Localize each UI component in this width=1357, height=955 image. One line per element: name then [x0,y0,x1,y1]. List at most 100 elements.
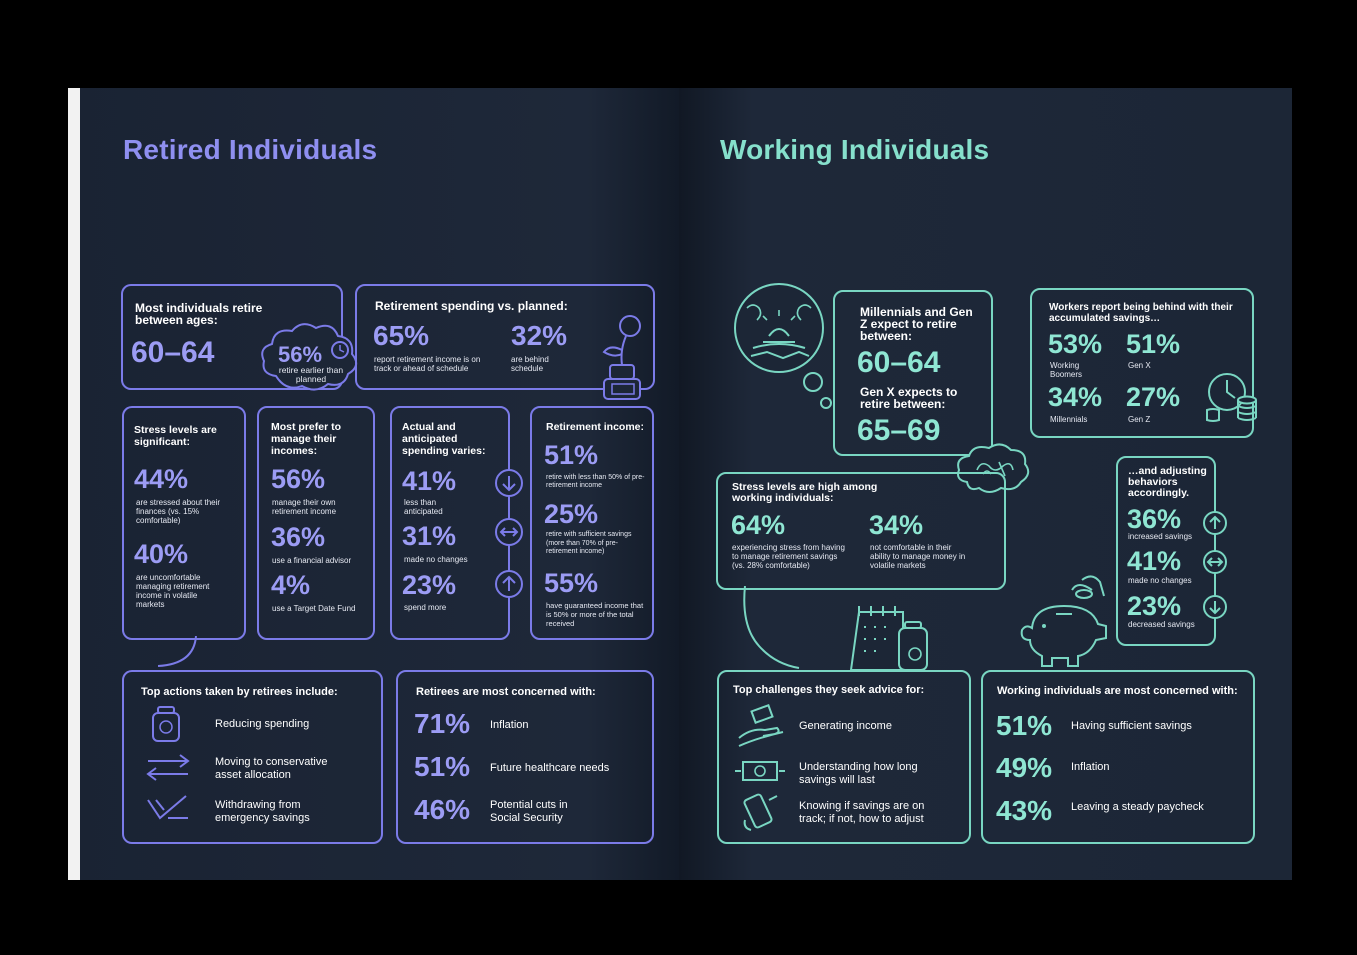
adjust-c-value: 23% [1127,591,1182,621]
income-a-label: retire with less than 50% of pre-retirem… [546,474,645,489]
actions-box [122,670,383,844]
challenge-item-2: Understanding how long savings will last [799,761,918,786]
cloud-bubble [261,323,358,391]
expect-heading-1: Millennials and Gen Z expect to retire b… [860,305,973,343]
concerns-heading: Retirees are most concerned with: [416,686,596,698]
behind-2-value: 51% [1126,329,1181,359]
concern-3-value: 46% [414,794,471,825]
actual-a-label: less than anticipated [404,498,443,516]
income-c-value: 55% [544,568,599,598]
spending-heading: Retirement spending vs. planned: [375,299,568,313]
stress-a-label-right: experiencing stress from having to manag… [732,543,845,570]
concern-right-3-value: 43% [996,795,1053,826]
bubble-tail [158,636,197,667]
concern-right-2-value: 49% [996,752,1053,783]
concern-2-label: Future healthcare needs [490,762,610,774]
clock-coins-icon [1206,373,1257,422]
arrow-both-icon [495,518,523,546]
income-c-label: have guaranteed income that is 50% or mo… [546,601,644,628]
stress-box [122,406,246,640]
behind-2-label: Gen X [1128,361,1151,370]
early-value: 56% [278,342,323,367]
adjust-b-value: 41% [1127,546,1182,576]
stress-a-label: are stressed about their finances (vs. 1… [136,498,221,525]
expect-value-2: 65–69 [857,414,941,447]
income-b-label: retire with sufficient savings (more tha… [546,531,632,555]
stress-a-value-right: 64% [731,510,786,540]
brain-cloud-icon [957,443,1030,493]
bubble-tail-right [743,586,800,669]
behind-1-label: Working Boomers [1050,361,1083,379]
income-heading: Retirement income: [546,421,645,433]
adjust-heading: …and adjusting behaviors accordingly. [1128,465,1207,499]
expect-box [833,290,993,456]
challenges-box [717,670,971,844]
manage-heading: Most prefer to manage their incomes: [271,421,342,457]
behind-box [1030,288,1254,438]
arrow-both-icon [1203,550,1227,574]
piggy-bank-icon [1020,575,1107,667]
concerns-box-right [981,670,1255,844]
income-box [530,406,654,640]
concern-1-label: Inflation [490,719,529,731]
manage-b-label: use a financial advisor [272,556,352,565]
actual-heading: Actual and anticipated spending varies: [402,421,486,457]
page-title-right: Working Individuals [720,134,990,165]
behind-3-label: Millennials [1050,415,1088,424]
concern-right-3-label: Leaving a steady paycheck [1071,801,1204,813]
actual-c-value: 23% [402,570,457,600]
income-a-value: 51% [544,440,599,470]
adjust-c-label: decreased savings [1128,620,1195,629]
spending-b-value: 32% [511,320,568,351]
manage-a-label: manage their own retirement income [272,498,337,516]
ages-value: 60–64 [131,336,215,369]
concern-right-1-label: Having sufficient savings [1071,720,1192,732]
actual-b-value: 31% [402,521,457,551]
adjust-b-label: made no changes [1128,576,1192,585]
left-page: Retired Individuals Most individuals ret… [68,88,679,880]
adjust-a-label: increased savings [1128,532,1193,541]
adjust-a-value: 36% [1127,504,1182,534]
hand-money-icon [738,704,784,747]
actual-c-label: spend more [404,603,447,612]
behind-4-value: 27% [1126,382,1181,412]
behind-1-value: 53% [1048,329,1103,359]
manage-c-label: use a Target Date Fund [272,604,356,613]
arrow-down-icon [1203,595,1227,619]
manage-b-value: 36% [271,522,326,552]
behind-heading: Workers report being behind with their a… [1049,302,1233,324]
stress-b-value: 40% [134,539,189,569]
early-label: retire earlier than planned [278,365,344,384]
behind-3-value: 34% [1048,382,1103,412]
stress-b-value-right: 34% [869,510,924,540]
stress-heading: Stress levels are significant: [134,424,217,448]
arrow-up-icon [495,570,523,598]
cash-icon [735,761,785,781]
concern-right-2-label: Inflation [1071,761,1110,773]
stress-a-value: 44% [134,464,189,494]
brochure-spread: Retired Individuals Most individuals ret… [68,88,1292,880]
spending-a-label: report retirement income is on track or … [374,355,481,373]
concerns-heading-right: Working individuals are most concerned w… [997,685,1238,697]
behind-4-label: Gen Z [1128,415,1151,424]
clock-icon [331,341,349,359]
ages-heading: Most individuals retire between ages: [135,301,263,327]
stress-heading-right: Stress levels are high among working ind… [732,481,878,504]
income-b-value: 25% [544,499,599,529]
concern-right-1-value: 51% [996,710,1053,741]
stress-box-right [716,472,1006,590]
challenge-item-1: Generating income [799,720,892,732]
actions-heading: Top actions taken by retirees include: [141,686,338,698]
concern-1-value: 71% [414,708,471,739]
manage-c-value: 4% [271,570,311,600]
action-item-2: Moving to conservative asset allocation [215,756,328,781]
arrow-up-icon [1203,511,1227,535]
manage-box [257,406,375,640]
action-item-1: Reducing spending [215,718,310,730]
jar-icon [152,706,180,742]
paper-edge [68,88,80,880]
checks-icon [147,795,188,820]
phone-money-icon [743,793,778,831]
concern-3-label: Potential cuts in Social Security [490,799,568,824]
arrows-exchange-icon [146,754,190,781]
